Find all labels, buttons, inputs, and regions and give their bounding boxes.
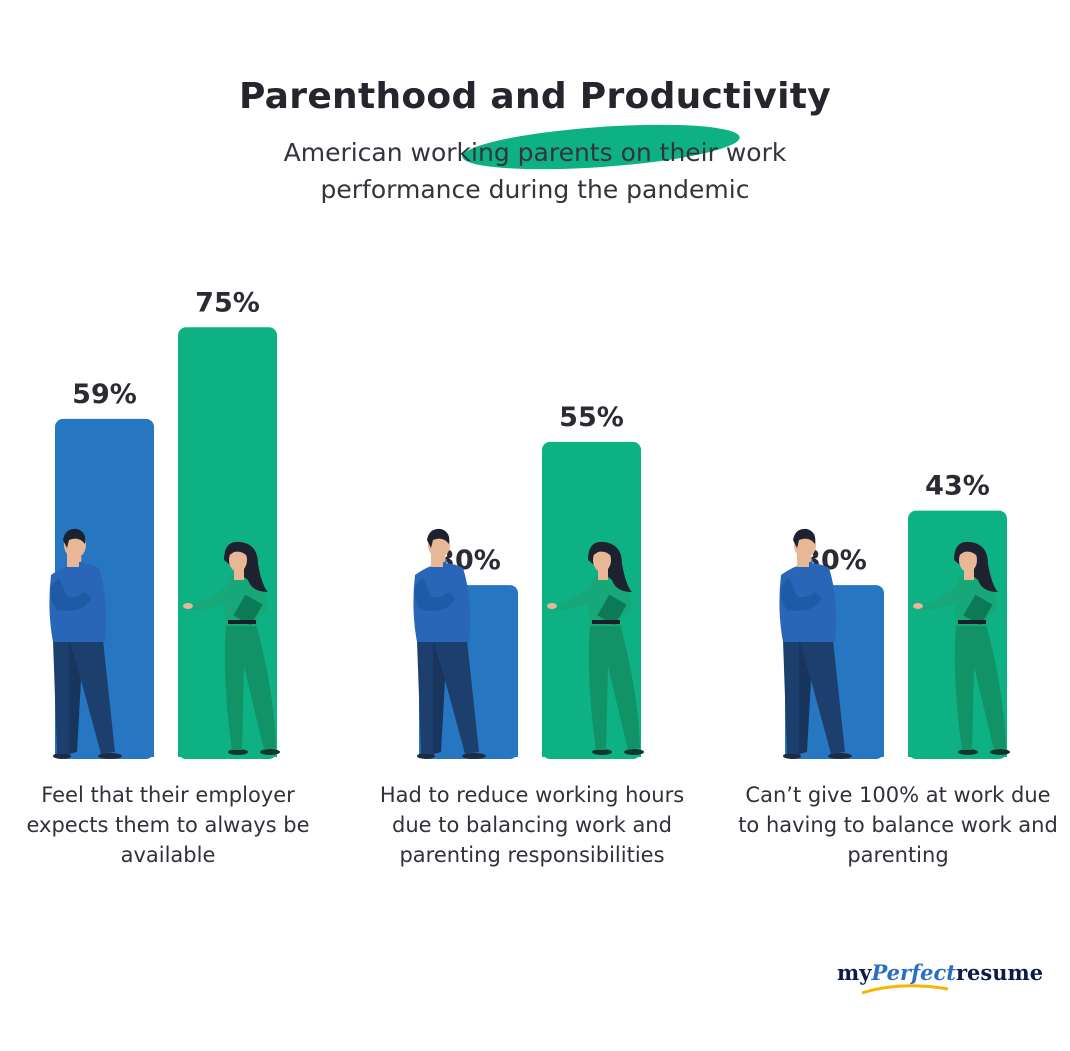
chart-title: Parenthood and Productivity (238, 76, 832, 117)
logo-text-perfect: Perfect (871, 960, 956, 985)
logo-swoosh-icon (861, 984, 949, 995)
bar-base-green-2 (542, 747, 641, 757)
man-thinking-icon (413, 528, 486, 759)
bar-value-label-green-1: 75% (195, 287, 260, 318)
logo-text-my: my (837, 960, 872, 985)
brand-logo: myPerfectresume (837, 960, 1043, 985)
woman-presenting-icon (183, 541, 280, 755)
category-label-3: Can’t give 100% at work due to having to… (738, 783, 1058, 867)
category-label-1: Feel that their employer expects them to… (26, 783, 310, 867)
man-thinking-icon (779, 528, 852, 759)
bar-base-green-3 (908, 747, 1007, 757)
category-label-2: Had to reduce working hours due to balan… (379, 783, 685, 867)
logo-text-resume: resume (955, 960, 1044, 985)
woman-presenting-icon (913, 541, 1010, 755)
bar-value-label-green-2: 55% (559, 402, 624, 433)
chart-subtitle: American working parents on their work p… (283, 138, 787, 204)
woman-presenting-icon (547, 541, 644, 755)
bar-value-label-blue-1: 59% (72, 379, 137, 410)
bar-value-label-green-3: 43% (925, 471, 990, 502)
man-thinking-icon (49, 528, 122, 759)
bar-base-green-1 (178, 747, 277, 757)
